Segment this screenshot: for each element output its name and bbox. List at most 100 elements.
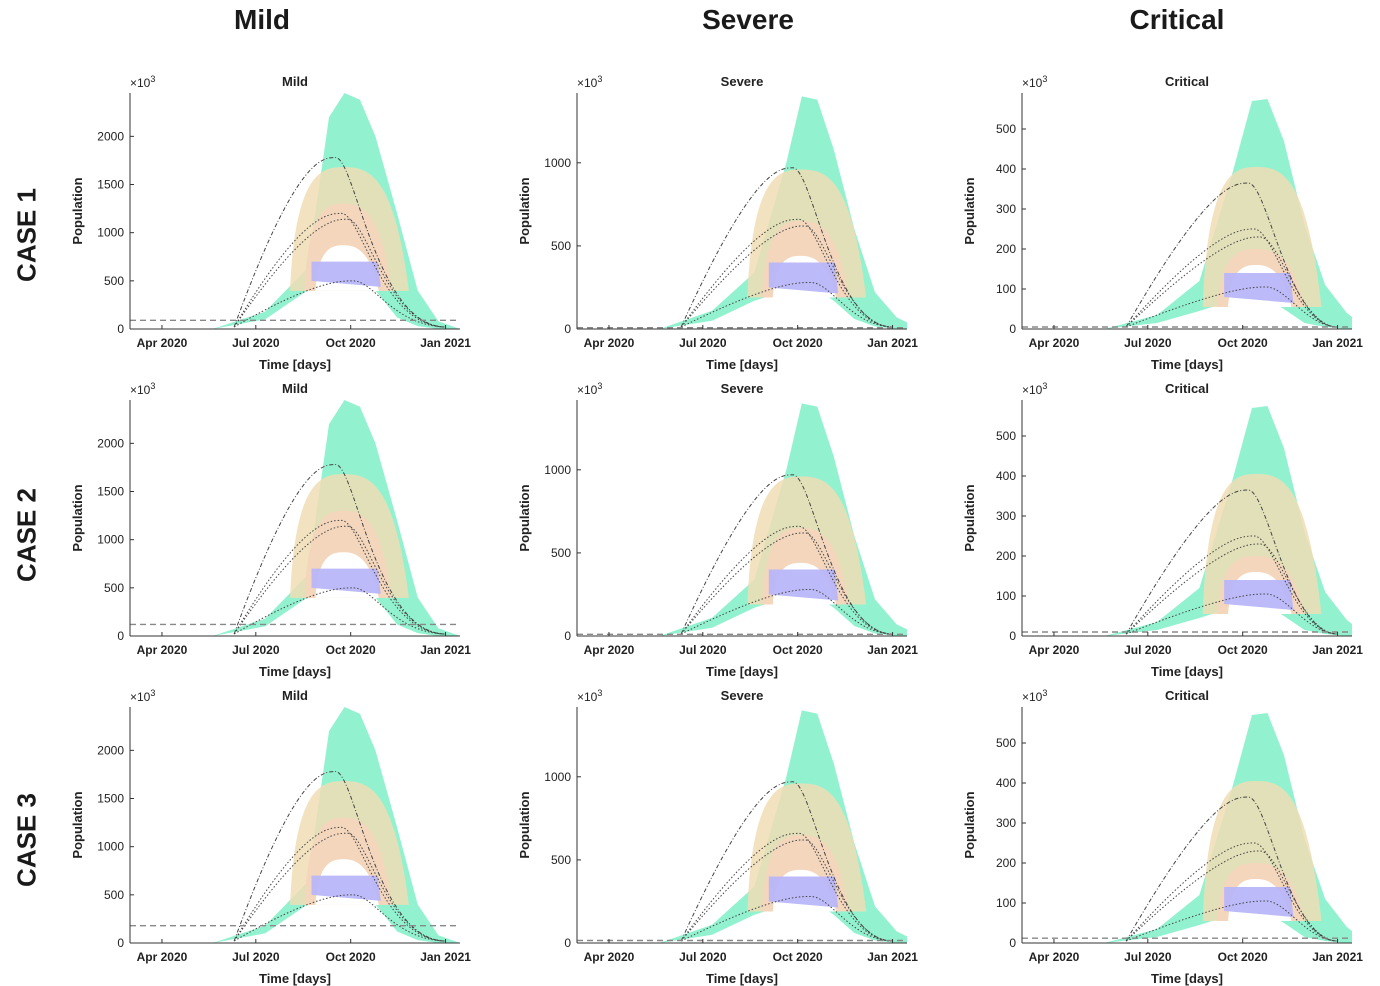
y-tick-label: 500	[996, 736, 1016, 750]
x-tick-label: Jul 2020	[232, 950, 280, 964]
subplot-title: Severe	[721, 74, 764, 89]
trend-curve	[1125, 286, 1337, 328]
y-tick-label: 2000	[97, 743, 124, 757]
x-tick-label: Jan 2021	[420, 643, 471, 657]
axis-multiplier-exponent: 3	[597, 381, 602, 391]
subplot-r1-c1: 0 500 1000 1500 2000 Apr 2020 Jul 2020 Oct 2020…	[70, 74, 471, 372]
trend-curve	[233, 212, 445, 328]
y-tick-label: 400	[996, 469, 1016, 483]
y-tick-label: 200	[996, 549, 1016, 563]
x-tick-label: Oct 2020	[1218, 643, 1268, 657]
x-axis-label: Time [days]	[1151, 971, 1223, 986]
y-axis-label: Population	[517, 791, 532, 858]
x-tick-label: Apr 2020	[584, 643, 635, 657]
axis-multiplier: ×103	[130, 381, 155, 397]
y-axis-label: Population	[70, 177, 85, 244]
x-tick-label: Oct 2020	[1218, 950, 1268, 964]
band-blue	[1224, 887, 1294, 917]
axis-multiplier-exponent: 3	[150, 688, 155, 698]
x-axis-label: Time [days]	[259, 971, 331, 986]
column-header-critical: Critical	[1129, 4, 1225, 35]
band-blue	[311, 568, 381, 594]
y-tick-label: 200	[996, 856, 1016, 870]
x-tick-label: Oct 2020	[773, 643, 823, 657]
y-tick-label: 400	[996, 776, 1016, 790]
y-axis-label: Population	[70, 791, 85, 858]
x-tick-label: Oct 2020	[326, 336, 376, 350]
x-axis-label: Time [days]	[706, 357, 778, 372]
trend-curve	[233, 587, 445, 635]
x-tick-label: Apr 2020	[137, 643, 188, 657]
column-header-mild: Mild	[234, 4, 290, 35]
axis-multiplier-exponent: 3	[1042, 74, 1047, 84]
subplot-r2-c3: 0 100 200 300 400 500 Apr 2020 Jul 2020 Oct 2020…	[962, 381, 1363, 679]
axis-multiplier-exponent: 3	[150, 74, 155, 84]
y-tick-label: 0	[117, 322, 124, 336]
y-tick-label: 1000	[97, 840, 124, 854]
y-tick-label: 500	[104, 581, 124, 595]
y-tick-label: 500	[551, 239, 571, 253]
subplot-r3-c1: 0 500 1000 1500 2000 Apr 2020 Jul 2020 Oct 2020…	[70, 688, 471, 986]
y-tick-label: 400	[996, 162, 1016, 176]
axis-multiplier-exponent: 3	[1042, 381, 1047, 391]
x-tick-label: Apr 2020	[1029, 643, 1080, 657]
y-axis-label: Population	[517, 177, 532, 244]
band-blue	[768, 262, 839, 294]
axis-multiplier: ×103	[130, 74, 155, 90]
y-tick-label: 0	[1009, 629, 1016, 643]
x-tick-label: Jan 2021	[867, 950, 918, 964]
x-tick-label: Jul 2020	[679, 950, 727, 964]
trend-curve	[680, 895, 892, 942]
trend-curve	[1125, 228, 1337, 328]
y-tick-label: 0	[564, 936, 571, 950]
subplot-title: Severe	[721, 688, 764, 703]
y-tick-label: 300	[996, 509, 1016, 523]
subplot-r3-c3: 0 100 200 300 400 500 Apr 2020 Jul 2020 Oct 2020…	[962, 688, 1363, 986]
x-axis-label: Time [days]	[1151, 664, 1223, 679]
x-tick-label: Jan 2021	[1312, 336, 1363, 350]
y-axis-label: Population	[962, 177, 977, 244]
subplot-r2-c2: 0 500 1000 Apr 2020 Jul 2020 Oct 2020 Jan 2021…	[517, 381, 918, 679]
y-tick-label: 500	[551, 853, 571, 867]
band-blue	[311, 261, 381, 287]
trend-curve	[1125, 489, 1337, 635]
x-tick-label: Jul 2020	[1124, 336, 1172, 350]
y-tick-label: 0	[1009, 936, 1016, 950]
y-tick-label: 0	[117, 629, 124, 643]
y-tick-label: 100	[996, 282, 1016, 296]
x-tick-label: Oct 2020	[326, 950, 376, 964]
trend-curve	[233, 519, 445, 635]
y-axis-label: Population	[70, 484, 85, 551]
axis-multiplier: ×103	[577, 381, 602, 397]
x-tick-label: Oct 2020	[1218, 336, 1268, 350]
axis-multiplier-exponent: 3	[1042, 688, 1047, 698]
trend-curve	[680, 588, 892, 635]
x-tick-label: Jan 2021	[867, 336, 918, 350]
y-tick-label: 300	[996, 202, 1016, 216]
x-tick-label: Jul 2020	[1124, 950, 1172, 964]
y-tick-label: 2000	[97, 129, 124, 143]
y-tick-label: 1000	[544, 770, 571, 784]
y-tick-label: 1000	[97, 226, 124, 240]
x-tick-label: Apr 2020	[137, 336, 188, 350]
subplot-title: Critical	[1165, 381, 1209, 396]
x-tick-label: Apr 2020	[584, 950, 635, 964]
y-tick-label: 1000	[97, 533, 124, 547]
trend-curve	[233, 826, 445, 942]
y-axis-label: Population	[962, 791, 977, 858]
x-tick-label: Jul 2020	[679, 336, 727, 350]
trend-curve	[233, 832, 445, 942]
axis-multiplier: ×103	[1022, 74, 1047, 90]
x-tick-label: Oct 2020	[773, 950, 823, 964]
axis-multiplier: ×103	[1022, 688, 1047, 704]
trend-curve	[233, 280, 445, 328]
trend-curve	[1125, 535, 1337, 635]
y-tick-label: 500	[104, 274, 124, 288]
subplot-r1-c3: 0 100 200 300 400 500 Apr 2020 Jul 2020 Oct 2020…	[962, 74, 1363, 372]
subplot-r2-c1: 0 500 1000 1500 2000 Apr 2020 Jul 2020 Oct 2020…	[70, 381, 471, 679]
y-tick-label: 1500	[97, 178, 124, 192]
band-blue	[1224, 580, 1294, 610]
y-tick-label: 0	[564, 629, 571, 643]
axis-multiplier: ×103	[130, 688, 155, 704]
x-tick-label: Jan 2021	[1312, 643, 1363, 657]
